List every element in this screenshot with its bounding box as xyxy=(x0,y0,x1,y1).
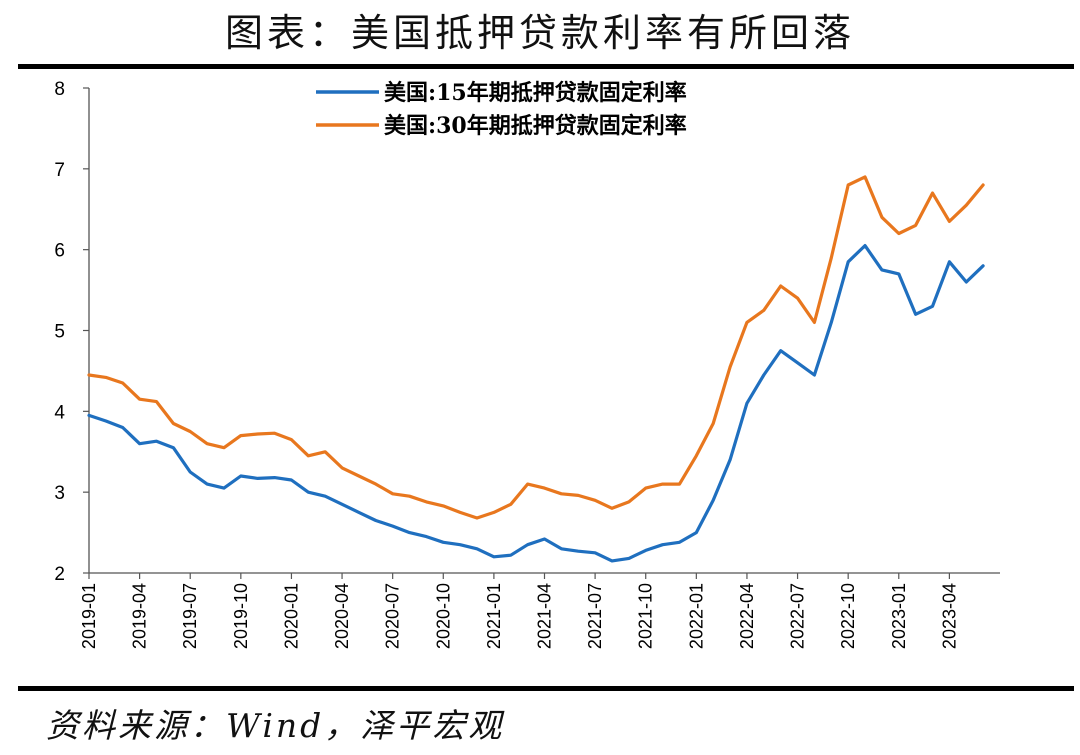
x-tick-label: 2023-04 xyxy=(939,583,959,649)
x-tick-label: 2019-10 xyxy=(231,583,251,649)
y-tick-label: 7 xyxy=(54,160,65,181)
y-tick-label: 8 xyxy=(54,79,65,100)
series-line-2 xyxy=(87,175,985,520)
x-tick-label: 2021-10 xyxy=(636,583,656,649)
series-line-1 xyxy=(87,244,985,563)
bottom-divider xyxy=(18,686,1074,691)
x-tick-label: 2019-07 xyxy=(180,583,200,649)
y-tick-label: 4 xyxy=(54,402,65,423)
y-tick-label: 5 xyxy=(54,322,65,343)
x-tick-label: 2020-04 xyxy=(332,583,352,649)
x-tick-label: 2022-10 xyxy=(838,583,858,649)
legend-label-1: 美国:15年期抵押贷款固定利率 xyxy=(384,80,687,106)
x-tick-label: 2019-01 xyxy=(79,583,99,649)
x-tick-label: 2020-01 xyxy=(281,583,301,649)
y-tick-label: 6 xyxy=(54,241,65,262)
x-tick-label: 2020-10 xyxy=(433,583,453,649)
source-note: 资料来源：Wind，泽平宏观 xyxy=(46,706,505,745)
x-tick-label: 2021-07 xyxy=(585,583,605,649)
x-tick-label: 2021-04 xyxy=(535,583,555,649)
top-divider xyxy=(18,64,1074,69)
x-tick-label: 2023-01 xyxy=(889,583,909,649)
chart-title: 图表：美国抵押贷款利率有所回落 xyxy=(224,10,855,55)
x-tick-label: 2022-07 xyxy=(788,583,808,649)
x-tick-label: 2022-01 xyxy=(686,583,706,649)
y-tick-label: 2 xyxy=(54,564,65,585)
x-tick-label: 2019-04 xyxy=(130,583,150,649)
legend-label-2: 美国:30年期抵押贷款固定利率 xyxy=(384,113,687,139)
y-tick-label: 3 xyxy=(54,483,65,504)
x-tick-label: 2021-01 xyxy=(484,583,504,649)
x-tick-label: 2022-04 xyxy=(737,583,757,649)
x-tick-label: 2020-07 xyxy=(383,583,403,649)
